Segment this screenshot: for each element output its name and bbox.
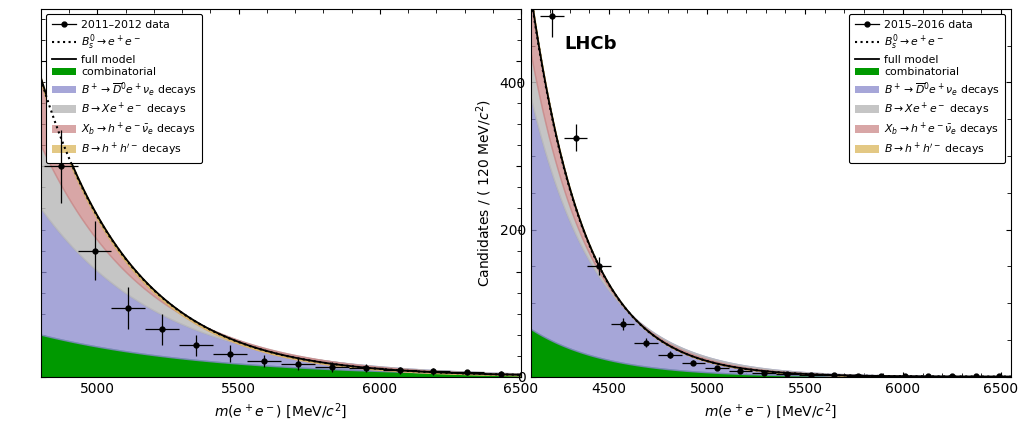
X-axis label: $m(e^+e^-)$ [MeV/$c^2$]: $m(e^+e^-)$ [MeV/$c^2$] bbox=[704, 401, 837, 421]
X-axis label: $m(e^+e^-)$ [MeV/$c^2$]: $m(e^+e^-)$ [MeV/$c^2$] bbox=[214, 401, 347, 421]
Y-axis label: Candidates / ( 120 MeV/$c^2$): Candidates / ( 120 MeV/$c^2$) bbox=[475, 99, 494, 287]
Legend: 2011–2012 data, $B_s^0\rightarrow e^+e^-$, full model, combinatorial, $B^+\right: 2011–2012 data, $B_s^0\rightarrow e^+e^-… bbox=[46, 14, 202, 163]
Text: LHCb: LHCb bbox=[565, 35, 617, 53]
Legend: 2015–2016 data, $B_s^0\rightarrow e^+e^-$, full model, combinatorial, $B^+\right: 2015–2016 data, $B_s^0\rightarrow e^+e^-… bbox=[849, 14, 1006, 163]
